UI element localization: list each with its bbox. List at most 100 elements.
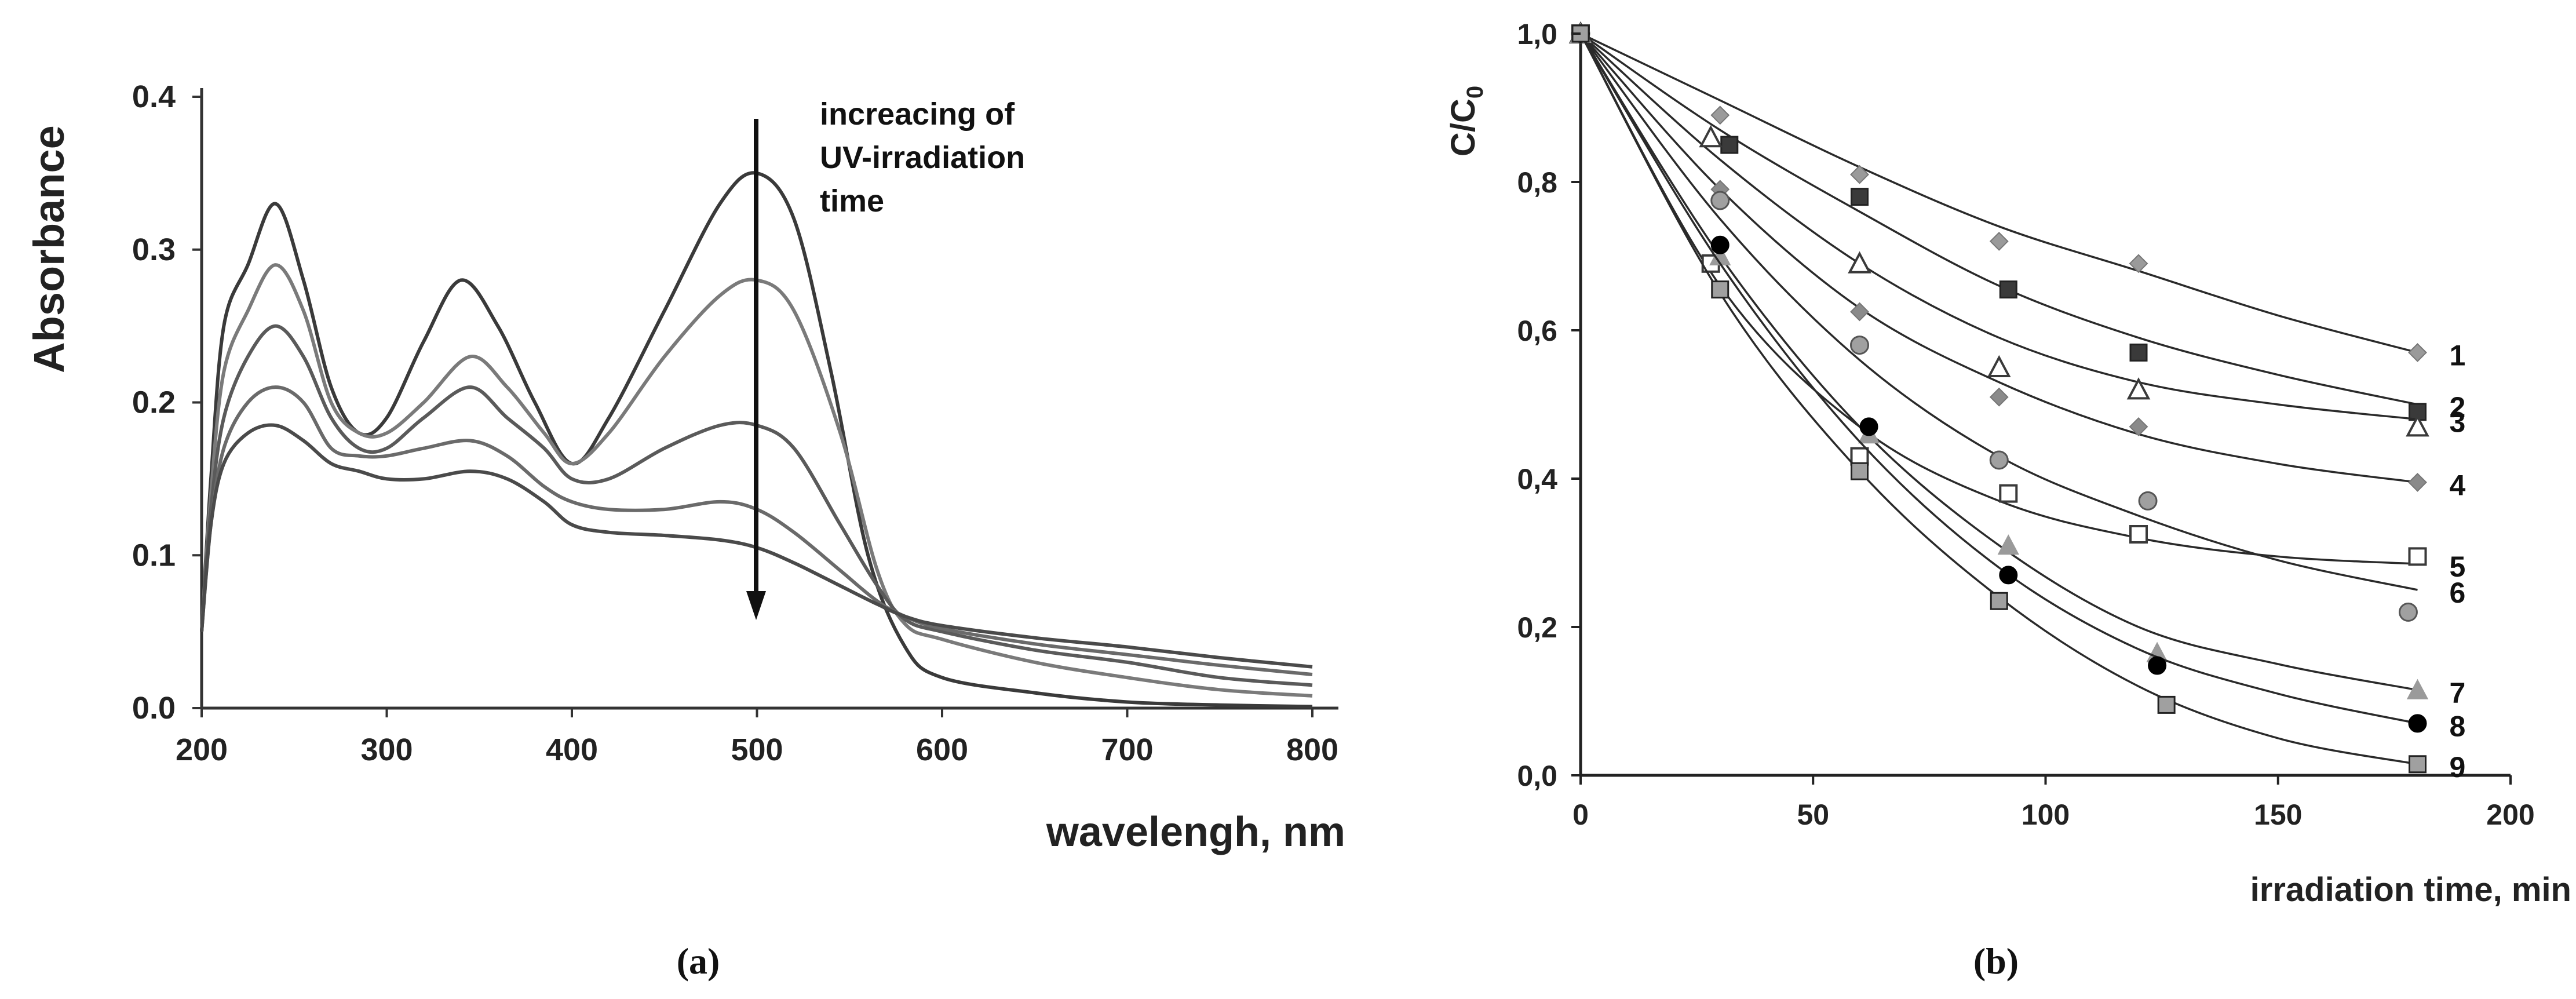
chart-b-data-point: [1851, 462, 1869, 480]
chart-b-data-point: [1710, 191, 1730, 210]
chart-b-data-point: [2126, 377, 2151, 400]
chart-b-data-point: [2157, 695, 2176, 714]
chart-a-y-tick-label: 0.2: [132, 385, 176, 420]
chart-b-y-tick-label: 0,8: [1517, 166, 1557, 199]
annotation-line-3: time: [820, 184, 884, 218]
annotation-line-2: UV-irradiation: [820, 140, 1025, 175]
chart-a-x-tick-label: 200: [176, 732, 228, 767]
chart-b-data-point: [2138, 491, 2158, 511]
chart-b-y-tick-label: 0,0: [1517, 760, 1557, 792]
chart-b-series: 1 23 4 56 78 9: [1568, 21, 2466, 783]
chart-a-series-line-3: [200, 324, 1313, 687]
chart-b-data-point: [1989, 450, 2009, 470]
chart-b-series-1: 1: [1571, 24, 2466, 371]
chart-b-fit-line-2: [1580, 32, 2418, 406]
chart-b-series-label-4: 4: [2450, 469, 2466, 501]
chart-b-data-point: [2409, 755, 2427, 774]
chart-b-fit-line-4: [1579, 32, 2418, 484]
chart-b-panel-label: (b): [1973, 940, 2019, 982]
chart-b-series-label-5: 5: [2450, 550, 2466, 583]
chart-a-ylabel: Absorbance: [25, 125, 73, 373]
chart-b-data-point: [1699, 125, 1723, 148]
annotation-line-1: increacing of: [820, 97, 1015, 132]
chart-b-data-point: [1720, 136, 1739, 154]
chart-b-y-tick-label: 0,2: [1517, 611, 1557, 644]
chart-b: 1 23 4 56 78 9 0 50 100 150 200 0,0 0,2 0,4 0,6 0,8 1,0…: [1444, 18, 2571, 982]
chart-b-data-point: [2406, 679, 2429, 699]
chart-b-series-6: 6: [1571, 24, 2466, 622]
chart-b-y-tick-label: 0,4: [1517, 463, 1557, 495]
chart-b-data-point: [2398, 602, 2418, 622]
chart-a-series: [200, 171, 1313, 709]
chart-b-series-label-3: 3: [2450, 406, 2466, 439]
chart-b-ticks: 0 50 100 150 200 0,0 0,2 0,4 0,6 0,8 1,0: [1517, 18, 2534, 831]
chart-a-x-tick-label: 600: [916, 732, 968, 767]
chart-b-ylabel: C/C0: [1444, 86, 1488, 156]
chart-b-x-tick-label: 50: [1797, 799, 1829, 831]
chart-a-series-line-4: [200, 385, 1313, 676]
chart-b-series-7: 7: [1570, 22, 2466, 709]
chart-b-y-tick-label: 1,0: [1517, 18, 1557, 50]
chart-b-x-tick-label: 0: [1572, 799, 1589, 831]
chart-b-series-label-1: 1: [2450, 339, 2466, 371]
chart-b-data-point: [2129, 525, 2148, 544]
chart-b-data-point: [1989, 387, 2009, 407]
chart-b-series-2: 2: [1571, 24, 2466, 424]
chart-a-x-tick-label: 800: [1286, 732, 1338, 767]
chart-b-data-point: [2129, 254, 2148, 274]
chart-b-series-label-7: 7: [2450, 677, 2466, 709]
chart-a-series-line-2: [200, 263, 1313, 698]
chart-b-data-point: [1850, 447, 1869, 466]
chart-b-fit-line-6: [1579, 32, 2418, 591]
chart-b-data-point: [2408, 342, 2427, 362]
chart-b-fit-line-5: [1579, 33, 2418, 565]
chart-b-data-point: [1987, 355, 2011, 377]
chart-b-data-point: [2408, 714, 2427, 733]
chart-a-annotation: increacing of UV-irradiation time: [746, 97, 1025, 620]
chart-b-ylabel-main: C/C: [1444, 99, 1482, 156]
chart-b-fit-line-9: [1579, 33, 2418, 765]
chart-b-data-point: [1710, 235, 1730, 254]
chart-b-data-point: [2408, 472, 2427, 492]
chart-a-x-tick-label: 700: [1101, 732, 1153, 767]
chart-b-data-point: [1850, 302, 1869, 322]
chart-b-data-point: [1999, 280, 2017, 299]
chart-b-fit-line-8: [1579, 33, 2418, 725]
chart-b-data-point: [1999, 566, 2018, 585]
chart-b-data-point: [1710, 105, 1730, 125]
chart-b-data-point: [1990, 592, 2008, 610]
chart-b-ylabel-subscript: 0: [1462, 86, 1488, 99]
chart-a-ticks: 200 300 400 500 600 700 800 0.0 0.1 0.2 0.3 0.4: [132, 79, 1338, 767]
chart-b-series-label-2: 2: [2450, 391, 2466, 424]
chart-b-series-3: 3: [1568, 21, 2466, 439]
chart-b-data-point: [1997, 534, 2019, 555]
chart-b-data-point: [1850, 165, 1869, 184]
chart-a-panel-label: (a): [677, 940, 720, 982]
chart-a: 200 300 400 500 600 700 800 0.0 0.1 0.2 0.3 0.4 Abs…: [25, 79, 1345, 982]
chart-b-data-point: [1859, 417, 1878, 436]
chart-b-data-point: [1851, 188, 1869, 206]
chart-b-data-point: [1850, 336, 1869, 355]
chart-b-series-9: 9: [1571, 24, 2466, 783]
chart-a-x-tick-label: 300: [360, 732, 413, 767]
chart-b-x-tick-label: 150: [2254, 799, 2302, 831]
chart-a-x-tick-label: 400: [546, 732, 598, 767]
chart-b-data-point: [1999, 484, 2018, 503]
chart-b-data-point: [1711, 280, 1730, 299]
annotation-arrow-head: [746, 591, 766, 620]
chart-a-y-tick-label: 0.0: [132, 691, 176, 725]
chart-b-series-label-6: 6: [2450, 577, 2466, 609]
chart-b-series-label-8: 8: [2450, 710, 2466, 742]
chart-b-fit-line-1: [1580, 32, 2418, 354]
chart-b-fit-line-7: [1579, 33, 2418, 691]
chart-b-data-point: [2408, 547, 2427, 566]
chart-b-series-label-9: 9: [2450, 751, 2466, 783]
chart-b-data-point: [2148, 656, 2167, 675]
chart-b-series-5: 5: [1571, 24, 2466, 583]
chart-b-x-tick-label: 200: [2486, 799, 2534, 831]
chart-a-y-tick-label: 0.4: [132, 79, 176, 114]
chart-b-data-point: [2406, 414, 2429, 437]
chart-a-series-line-5: [200, 423, 1313, 669]
chart-a-x-tick-label: 500: [731, 732, 783, 767]
